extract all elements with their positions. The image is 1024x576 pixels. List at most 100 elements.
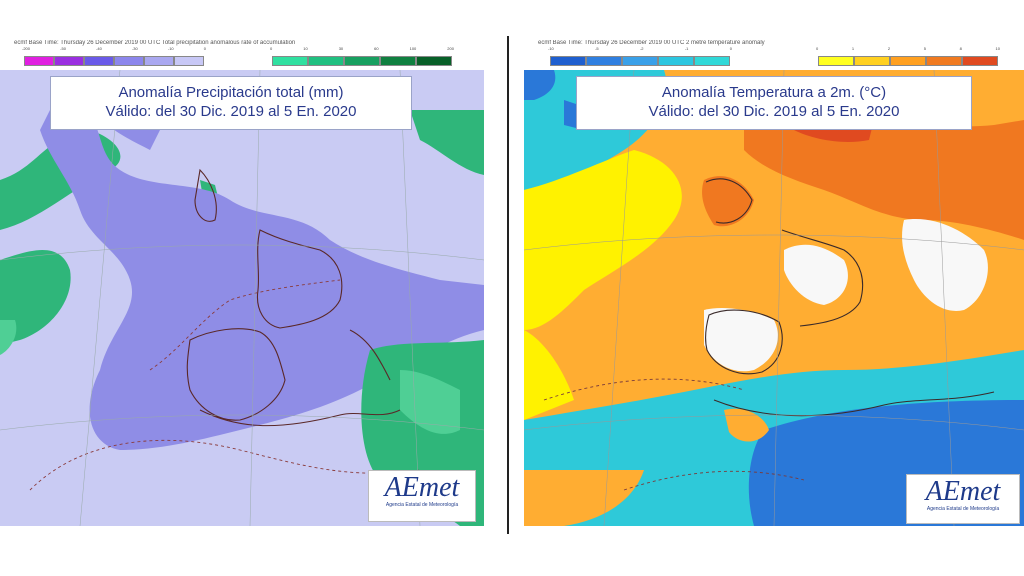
temp-warm-yellow-southwest xyxy=(524,330,574,420)
temp-legend-tick-label: -10 xyxy=(548,46,554,51)
aemet-logo-mark: AEmet xyxy=(384,472,460,503)
precip-dashed-contour-south xyxy=(29,439,421,491)
temp-title-box: Anomalía Temperatura a 2m. (°C) Válido: … xyxy=(576,76,972,130)
precip-parallel-2 xyxy=(0,414,484,431)
precip-meridian-2 xyxy=(249,70,261,526)
precip-legend-tick-label: -50 xyxy=(60,46,66,51)
temp-warm-area-south xyxy=(524,470,644,526)
temp-legend-swatch xyxy=(586,56,622,66)
precip-legend-swatch xyxy=(416,56,452,66)
aemet-logo-right: AEmet Agencia Estatal de Meteorología xyxy=(906,474,1020,524)
temp-legend-tick-label: 0 xyxy=(729,46,732,51)
temp-legend-swatch xyxy=(694,56,730,66)
temp-warm-patch-africa xyxy=(724,408,769,442)
temp-warm-yellow-west xyxy=(524,150,682,330)
precip-header-text: ecmf Base Time: Thursday 26 December 201… xyxy=(14,40,296,46)
temp-meridian-1 xyxy=(603,70,635,526)
precip-legend-tick-label: 0 xyxy=(270,46,273,51)
temp-legend-tick-label: 0 xyxy=(816,46,819,51)
aemet-logo-mark: AEmet xyxy=(925,476,1001,507)
temp-legend-swatch xyxy=(962,56,998,66)
temp-meridian-2 xyxy=(773,70,785,526)
temperature-anomaly-panel: ecmf Base Time: Thursday 26 December 201… xyxy=(524,36,1024,526)
precip-legend-swatch xyxy=(380,56,416,66)
precip-meridian-3 xyxy=(399,70,421,526)
temp-coastline-north-africa xyxy=(713,391,995,417)
precip-legend-swatch xyxy=(174,56,204,66)
precip-legend-tick-label: 30 xyxy=(338,46,344,51)
precip-title-line1: Anomalía Precipitación total (mm) xyxy=(118,84,344,101)
aemet-logo-subtitle: Agencia Estatal de Meteorología xyxy=(926,506,1000,512)
precip-wet-area-northeast xyxy=(410,110,484,175)
precip-legend-tick-label: 200 xyxy=(447,46,454,51)
temp-dashed-contour-west xyxy=(543,378,745,401)
temp-legend-tick-label: 10 xyxy=(995,46,1000,51)
precipitation-map: Anomalía Precipitación total (mm) Válido… xyxy=(0,70,484,526)
temp-title-line2: Válido: del 30 Dic. 2019 al 5 En. 2020 xyxy=(648,103,900,120)
temp-cold-area-northwest-deep xyxy=(524,70,556,100)
precip-legend-swatch xyxy=(84,56,114,66)
precip-dashed-contour-central xyxy=(149,279,341,371)
temp-legend-swatch xyxy=(658,56,694,66)
temp-meridian-3 xyxy=(933,70,955,526)
precipitation-anomaly-panel: ecmf Base Time: Thursday 26 December 201… xyxy=(0,36,484,526)
temp-legend-tick-label: -2 xyxy=(639,46,644,51)
temp-neutral-area-east xyxy=(902,219,988,311)
precip-legend-ticks-positive: 0 10 30 60 100 200 xyxy=(270,46,454,52)
temp-legend-negative xyxy=(550,52,730,66)
temp-legend-tick-label: -5 xyxy=(595,46,599,51)
temp-legend-swatch xyxy=(890,56,926,66)
precip-legend-tick-label: -30 xyxy=(131,46,138,51)
temp-legend-ticks-negative: -10 -5 -2 -1 0 xyxy=(548,46,732,52)
temp-legend-swatch xyxy=(926,56,962,66)
precip-title-box: Anomalía Precipitación total (mm) Válido… xyxy=(50,76,412,130)
precip-legend-negative xyxy=(24,52,204,66)
temp-legend-tick-label: 8 xyxy=(959,46,962,51)
temp-dashed-contour-south xyxy=(623,470,805,491)
precip-legend-tick-label: -200 xyxy=(22,46,31,51)
aemet-logo-subtitle: Agencia Estatal de Meteorología xyxy=(385,502,459,508)
precip-legend-swatch xyxy=(54,56,84,66)
panel-divider xyxy=(507,36,509,534)
temp-neutral-area-iberia xyxy=(704,308,778,372)
temp-title-line1: Anomalía Temperatura a 2m. (°C) xyxy=(661,84,887,101)
precip-legend-swatch xyxy=(114,56,144,66)
precip-legend-tick-label: 10 xyxy=(303,46,308,51)
temp-neutral-area-central xyxy=(784,244,848,305)
precip-legend-swatch xyxy=(24,56,54,66)
temp-legend-tick-label: 2 xyxy=(887,46,891,51)
precip-coastline-north-africa xyxy=(199,409,401,427)
precip-meridian-1 xyxy=(79,70,121,526)
precip-legend-positive xyxy=(272,52,452,66)
precip-legend-swatch xyxy=(344,56,380,66)
precip-wet-area-west xyxy=(0,250,71,345)
temp-parallel-1 xyxy=(524,234,1024,251)
precip-legend-tick-label: 60 xyxy=(374,46,379,51)
precip-legend-swatch xyxy=(272,56,308,66)
temp-parallel-2 xyxy=(524,414,1024,431)
temperature-map: Anomalía Temperatura a 2m. (°C) Válido: … xyxy=(524,70,1024,526)
temp-legend-positive xyxy=(818,52,998,66)
precip-coastline-italy xyxy=(349,329,391,381)
temp-coastline-france xyxy=(781,229,864,327)
precip-legend-swatch xyxy=(144,56,174,66)
precip-legend-tick-label: 100 xyxy=(409,46,417,51)
precip-legend-tick-label: -10 xyxy=(167,46,174,51)
temp-legend-tick-label: 1 xyxy=(851,46,855,51)
precip-coastline-france xyxy=(256,229,343,329)
temp-coastline-iberia xyxy=(704,309,783,375)
temp-hot-area-britain xyxy=(702,176,754,227)
precip-wet-area-southeast-light xyxy=(400,370,460,434)
temp-legend-tick-label: -1 xyxy=(684,46,689,51)
temp-legend-swatch xyxy=(550,56,586,66)
precip-legend-ticks-negative: -200 -50 -40 -30 -10 0 xyxy=(22,46,206,52)
aemet-logo-left: AEmet Agencia Estatal de Meteorología xyxy=(368,470,476,522)
temperature-map-graphic xyxy=(524,70,1024,526)
precip-coastline-iberia xyxy=(186,328,286,421)
temp-legend-swatch xyxy=(818,56,854,66)
temp-legend-tick-label: 5 xyxy=(923,46,926,51)
precipitation-map-graphic xyxy=(0,70,484,526)
precip-title-line2: Válido: del 30 Dic. 2019 al 5 En. 2020 xyxy=(105,103,357,120)
precip-legend-swatch xyxy=(308,56,344,66)
precip-coastline-britain xyxy=(194,168,217,222)
